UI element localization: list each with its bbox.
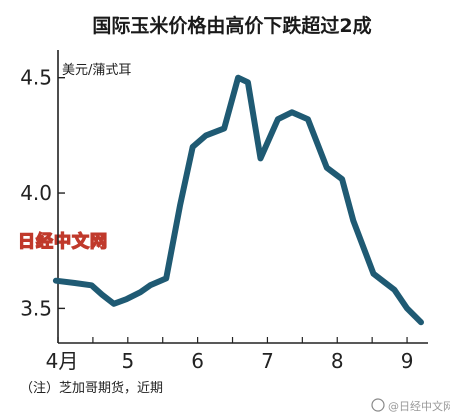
series-layer [52,74,424,326]
axes [57,50,428,344]
weibo-icon [371,398,385,412]
weibo-watermark: @日经中文网 [371,398,450,413]
x-tick-label: 9 [401,349,414,373]
x-tick-label: 5 [121,349,134,373]
x-tick-label: 6 [191,349,204,373]
x-tick-label: 4月 [46,349,79,373]
chart-footnote: （注）芝加哥期货，近期 [20,380,163,396]
watermark-logo: 日经中文网 [18,231,108,252]
y-unit-label: 美元/蒲式耳 [62,63,131,78]
y-tick-label: 4.5 [20,66,52,90]
weibo-watermark-text: @日经中文网 [388,399,450,413]
price-series-line [52,74,424,326]
y-tick-label: 3.5 [20,296,52,320]
x-tick-label: 8 [331,349,344,373]
y-tick-label: 4.0 [20,181,52,205]
chart-title: 国际玉米价格由高价下跌超过2成 [92,14,371,37]
y-ticks: 3.5 4.0 4.5 [20,66,65,320]
x-ticks: 4月 5 6 7 8 9 [46,337,414,373]
x-tick-label: 7 [261,349,274,373]
